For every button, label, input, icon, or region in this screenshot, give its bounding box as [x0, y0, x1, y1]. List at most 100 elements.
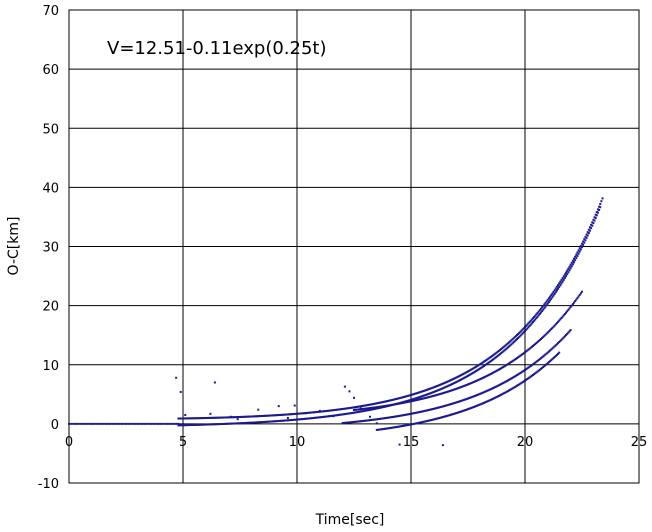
- data-point: [294, 418, 297, 421]
- data-point: [519, 371, 522, 374]
- data-point: [509, 344, 512, 347]
- data-point: [342, 421, 345, 424]
- data-point: [375, 428, 378, 431]
- data-point: [318, 409, 321, 412]
- data-point: [485, 363, 488, 366]
- data-point: [337, 414, 340, 417]
- data-point: [482, 376, 485, 379]
- data-point: [493, 386, 496, 389]
- data-point: [501, 382, 504, 385]
- y-tick-labels: -10 0 10 20 30 40 50 60 70: [38, 4, 59, 492]
- data-point: [477, 379, 480, 382]
- data-point: [408, 423, 411, 426]
- data-point: [368, 415, 371, 418]
- data-point: [273, 420, 276, 423]
- data-point: [406, 399, 409, 402]
- data-point: [451, 389, 454, 392]
- data-point: [159, 422, 162, 425]
- data-point: [539, 307, 542, 310]
- data-point: [264, 414, 267, 417]
- data-point: [410, 400, 412, 403]
- data-point: [353, 406, 355, 409]
- data-point: [420, 397, 423, 400]
- data-point: [571, 303, 574, 306]
- data-point: [366, 407, 369, 410]
- data-point: [217, 423, 220, 426]
- data-point: [397, 397, 400, 400]
- data-point: [514, 385, 517, 388]
- data-point: [374, 418, 377, 421]
- data-point: [480, 392, 483, 395]
- data-point: [212, 423, 215, 426]
- data-point: [398, 425, 401, 428]
- data-point: [359, 410, 362, 413]
- data-point: [482, 401, 485, 404]
- data-point: [106, 422, 109, 425]
- data-point: [345, 412, 348, 415]
- data-point: [433, 394, 436, 397]
- data-point: [382, 400, 385, 403]
- data-point: [467, 370, 469, 373]
- data-point: [423, 409, 426, 412]
- data-point: [547, 297, 550, 300]
- data-point: [565, 311, 568, 314]
- data-point: [599, 202, 602, 205]
- data-point: [74, 422, 77, 425]
- data-point: [563, 313, 566, 316]
- data-point: [487, 357, 490, 360]
- data-point: [382, 405, 385, 408]
- data-point: [480, 362, 483, 365]
- data-point: [510, 339, 513, 342]
- data-point: [522, 352, 525, 355]
- data-point: [396, 397, 399, 400]
- data-point: [185, 424, 188, 427]
- data-point: [417, 396, 420, 399]
- data-point: [240, 415, 243, 418]
- data-point: [310, 417, 313, 420]
- data-point: [281, 413, 284, 416]
- data-point: [435, 407, 438, 410]
- data-point: [166, 422, 169, 425]
- data-point: [265, 420, 268, 423]
- data-point: [179, 390, 182, 393]
- data-point: [428, 396, 431, 399]
- x-axis-title: Time[sec]: [315, 512, 385, 528]
- data-point: [390, 403, 393, 406]
- data-point: [443, 382, 446, 385]
- data-point: [470, 396, 473, 399]
- data-point: [338, 408, 341, 411]
- data-point: [490, 372, 493, 375]
- data-point: [399, 402, 402, 405]
- data-point: [140, 422, 143, 425]
- data-point: [416, 391, 419, 394]
- data-point: [528, 376, 531, 379]
- data-point: [487, 361, 490, 364]
- data-point: [518, 372, 521, 375]
- data-point: [362, 419, 365, 422]
- data-point: [177, 417, 180, 420]
- data-point: [359, 407, 362, 410]
- data-point: [529, 346, 532, 349]
- data-point: [388, 416, 391, 419]
- data-point: [531, 373, 534, 376]
- data-point: [454, 401, 457, 404]
- data-point: [520, 381, 523, 384]
- data-point: [383, 405, 386, 408]
- data-point: [276, 420, 279, 423]
- data-point: [554, 291, 557, 294]
- data-point: [224, 422, 227, 425]
- data-point: [194, 423, 197, 426]
- data-point: [533, 319, 536, 322]
- data-point: [309, 411, 312, 414]
- data-point: [324, 415, 327, 418]
- data-point: [414, 397, 417, 400]
- data-point: [262, 414, 265, 417]
- data-point: [305, 417, 308, 420]
- data-point: [528, 321, 531, 324]
- data-point: [332, 409, 335, 412]
- data-point: [588, 229, 591, 232]
- data-point: [502, 350, 505, 353]
- data-point: [407, 423, 410, 426]
- data-point: [256, 421, 259, 424]
- data-point: [395, 403, 398, 406]
